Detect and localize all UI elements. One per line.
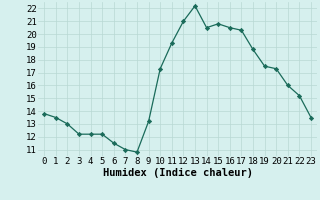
- X-axis label: Humidex (Indice chaleur): Humidex (Indice chaleur): [103, 168, 252, 178]
